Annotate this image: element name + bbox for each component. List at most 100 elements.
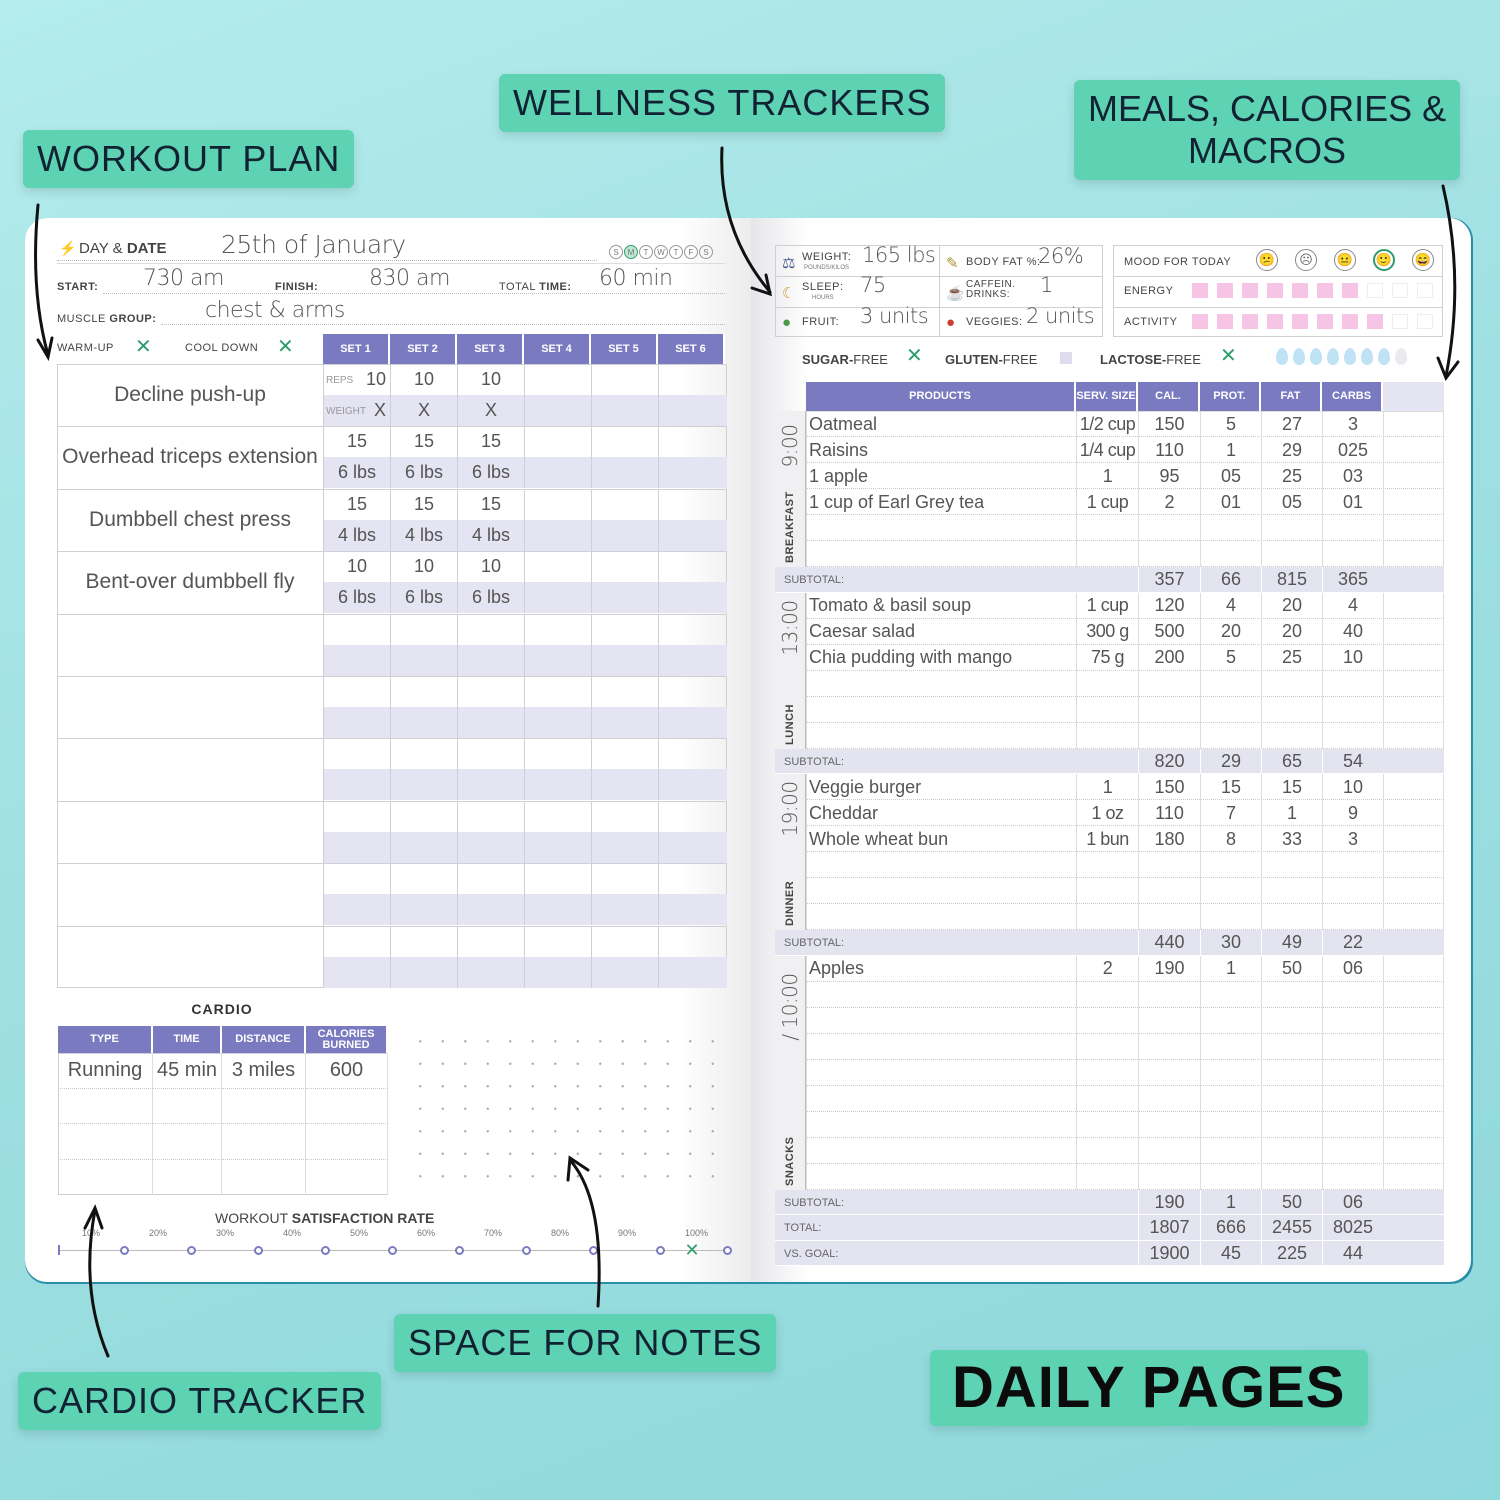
meal-cell[interactable]	[806, 981, 1076, 1008]
meal-cell[interactable]: 33	[1261, 826, 1322, 852]
set-weight-cell[interactable]: 4 lbs	[457, 519, 524, 551]
set-reps-cell[interactable]	[390, 613, 457, 645]
meal-cell[interactable]: 1 cup of Earl Grey tea	[806, 489, 1076, 515]
water-drop-icon[interactable]	[1327, 348, 1339, 365]
meal-cell[interactable]: 95	[1138, 463, 1200, 489]
set-weight-cell[interactable]	[658, 519, 725, 551]
meal-cell[interactable]	[806, 1085, 1076, 1112]
set-reps-cell[interactable]: 10	[390, 364, 457, 395]
set-reps-cell[interactable]	[524, 676, 591, 707]
meal-cell[interactable]	[1261, 541, 1322, 567]
set-weight-cell[interactable]	[390, 644, 457, 676]
set-reps-cell[interactable]	[390, 676, 457, 707]
meal-cell[interactable]: 4	[1322, 592, 1383, 619]
meal-cell[interactable]: 1	[1076, 463, 1138, 489]
meal-cell[interactable]: 10	[1322, 774, 1383, 800]
set-reps-cell[interactable]	[658, 488, 725, 520]
meal-cell[interactable]	[1138, 541, 1200, 567]
activity-level-box[interactable]	[1317, 314, 1333, 329]
meal-cell-extra[interactable]	[1383, 463, 1444, 489]
meal-cell[interactable]	[1076, 541, 1138, 567]
meal-cell[interactable]: 2	[1076, 955, 1138, 982]
set-reps-cell[interactable]	[457, 738, 524, 770]
set-weight-cell[interactable]: 6 lbs	[457, 582, 524, 614]
set-weight-cell[interactable]	[390, 956, 457, 988]
meal-cell[interactable]	[1138, 1007, 1200, 1034]
meal-cell[interactable]	[1138, 904, 1200, 930]
meal-cell[interactable]	[1076, 1085, 1138, 1112]
sleep-value[interactable]: 75	[860, 273, 886, 297]
set-reps-cell[interactable]	[658, 364, 725, 395]
satisfaction-option[interactable]	[388, 1246, 397, 1255]
set-reps-cell[interactable]	[524, 426, 591, 458]
gluten-free[interactable]: GLUTEN-FREE	[945, 352, 1037, 367]
meal-cell[interactable]	[1322, 981, 1383, 1008]
mood-face-1[interactable]: ☹	[1295, 249, 1317, 271]
satisfaction-option[interactable]	[656, 1246, 665, 1255]
set-weight-cell[interactable]	[658, 769, 725, 801]
meal-cell-extra[interactable]	[1383, 1033, 1444, 1060]
set-weight-cell[interactable]	[457, 894, 524, 926]
cardio-cell[interactable]	[153, 1124, 222, 1160]
meal-cell[interactable]: 1 bun	[1076, 826, 1138, 852]
meal-cell[interactable]	[1200, 1033, 1261, 1060]
water-drop-icon[interactable]	[1378, 348, 1390, 365]
meal-cell[interactable]: 9	[1322, 800, 1383, 826]
meal-cell[interactable]	[806, 1059, 1076, 1086]
meal-cell[interactable]	[1200, 1137, 1261, 1164]
meal-cell[interactable]	[1200, 515, 1261, 541]
cardio-cell[interactable]: 45 min	[153, 1053, 222, 1089]
meal-cell[interactable]	[1138, 722, 1200, 749]
meal-cell[interactable]: 29	[1261, 437, 1322, 463]
meal-cell-extra[interactable]	[1383, 722, 1444, 749]
set-weight-cell[interactable]	[658, 894, 725, 926]
cardio-cell[interactable]	[153, 1159, 222, 1195]
weight-value[interactable]: 165 lbs	[862, 243, 936, 267]
set-reps-cell[interactable]	[591, 488, 658, 520]
activity-level-box[interactable]	[1292, 314, 1308, 329]
meal-cell[interactable]	[1200, 1163, 1261, 1190]
set-reps-cell[interactable]: 10	[457, 364, 524, 395]
meal-cell-extra[interactable]	[1383, 1137, 1444, 1164]
water-drop-icon[interactable]	[1395, 348, 1407, 365]
set-weight-cell[interactable]	[591, 582, 658, 614]
set-reps-cell[interactable]	[524, 551, 591, 583]
set-reps-cell[interactable]: 15	[457, 426, 524, 458]
set-reps-cell[interactable]	[457, 863, 524, 895]
mood-face-0[interactable]: 😕	[1256, 249, 1278, 271]
meal-cell[interactable]	[806, 1137, 1076, 1164]
meal-cell[interactable]	[1138, 1059, 1200, 1086]
set-weight-cell[interactable]	[457, 769, 524, 801]
set-reps-cell[interactable]: 10	[390, 551, 457, 583]
cardio-cell[interactable]	[306, 1124, 388, 1160]
set-reps-cell[interactable]	[658, 800, 725, 832]
finish-value[interactable]: 830 am	[369, 266, 450, 291]
meal-cell[interactable]	[1322, 904, 1383, 930]
set-weight-cell[interactable]	[591, 395, 658, 426]
meal-cell[interactable]	[1261, 1085, 1322, 1112]
cardio-cell[interactable]	[222, 1159, 306, 1195]
set-weight-cell[interactable]	[658, 457, 725, 489]
meal-cell[interactable]	[806, 696, 1076, 723]
cardio-cell[interactable]: 600	[306, 1053, 388, 1089]
cooldown-check-icon[interactable]: ✕	[277, 336, 294, 358]
meal-cell[interactable]	[1076, 1163, 1138, 1190]
meal-cell-extra[interactable]	[1383, 774, 1444, 800]
energy-level-box[interactable]	[1317, 283, 1333, 298]
cardio-cell[interactable]	[306, 1159, 388, 1195]
meal-cell[interactable]	[1261, 904, 1322, 930]
satisfaction-option[interactable]	[187, 1246, 196, 1255]
water-drop-icon[interactable]	[1276, 348, 1288, 365]
meal-cell[interactable]: 06	[1322, 955, 1383, 982]
meal-cell[interactable]	[1138, 878, 1200, 904]
meal-cell[interactable]	[1200, 696, 1261, 723]
set-reps-cell[interactable]	[524, 613, 591, 645]
meal-cell[interactable]	[1261, 722, 1322, 749]
meal-cell[interactable]	[1076, 722, 1138, 749]
meal-cell[interactable]: 01	[1200, 489, 1261, 515]
set-weight-cell[interactable]	[524, 519, 591, 551]
meal-cell[interactable]: 40	[1322, 618, 1383, 645]
sugar-free[interactable]: SUGAR-FREE	[802, 352, 888, 367]
meal-cell[interactable]	[1200, 1059, 1261, 1086]
meal-cell[interactable]: 03	[1322, 463, 1383, 489]
